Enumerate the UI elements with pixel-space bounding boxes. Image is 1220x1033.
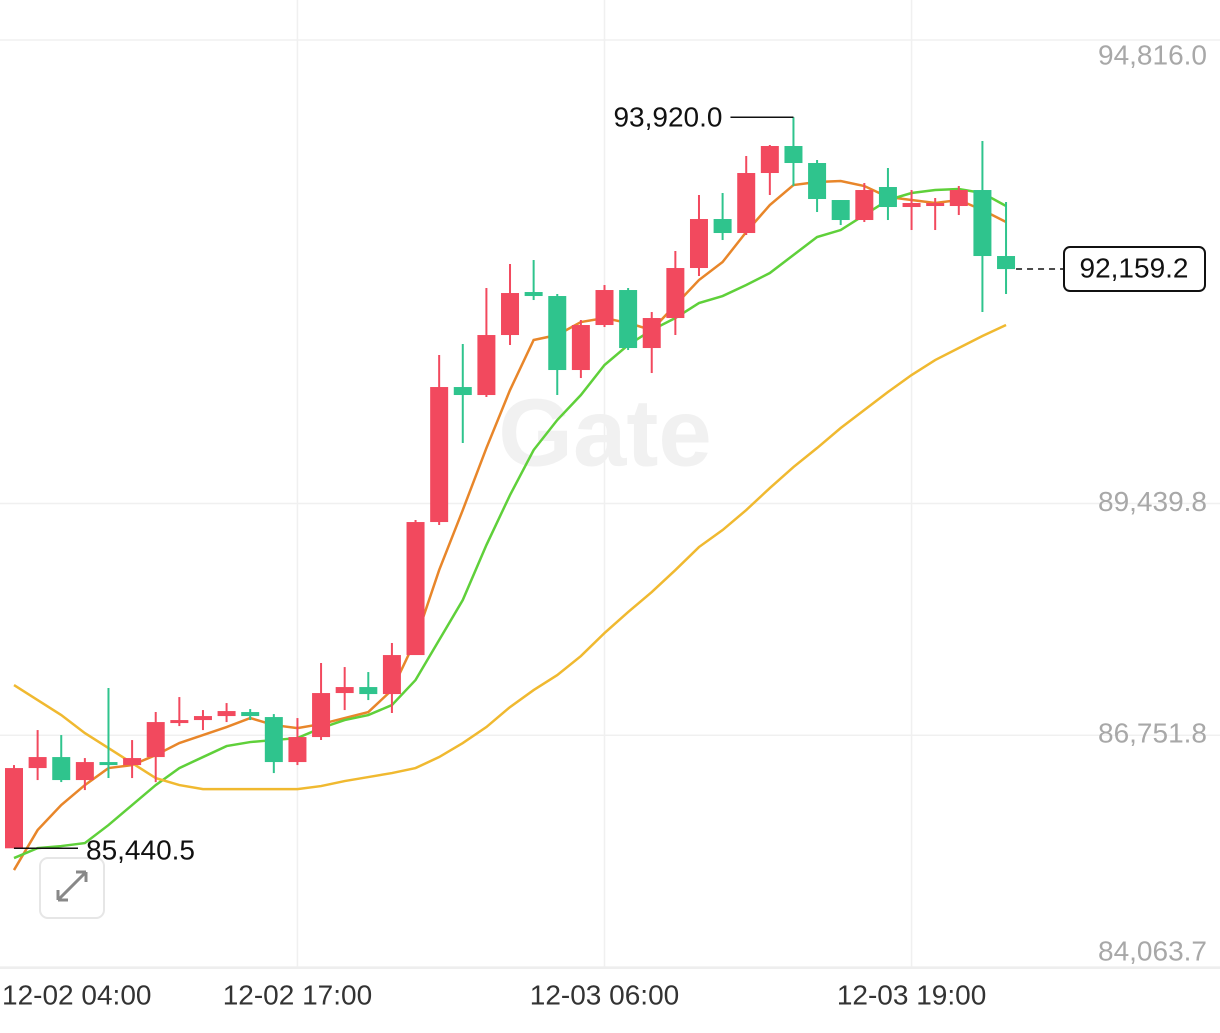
ma-line	[13, 187, 1007, 860]
y-tick-label: 89,439.8	[1098, 486, 1207, 517]
candle-body	[666, 268, 685, 319]
candle-body	[784, 146, 803, 164]
candle-body	[288, 737, 307, 763]
x-tick-label: 12-02 04:00	[2, 979, 151, 1010]
candle-body	[52, 757, 71, 781]
candle-body	[453, 387, 472, 396]
candle-body	[926, 203, 945, 207]
candle-body	[264, 717, 283, 763]
expand-button[interactable]	[39, 857, 105, 919]
candle-body	[760, 146, 779, 174]
candle-body	[335, 687, 354, 694]
candle-body	[382, 655, 401, 695]
candle-body	[430, 387, 449, 523]
candle-body	[902, 203, 921, 208]
candle-body	[28, 757, 47, 769]
candle-body	[973, 190, 992, 257]
annotation-label: 93,920.0	[613, 102, 722, 133]
candle-body	[713, 219, 732, 234]
candle-body	[406, 522, 425, 656]
y-tick-label: 84,063.7	[1098, 935, 1207, 966]
candle-body	[501, 293, 520, 336]
annotation-label: 85,440.5	[86, 835, 195, 866]
last-price-box	[1063, 246, 1206, 293]
y-tick-label: 94,816.0	[1098, 39, 1207, 70]
candle-body	[737, 173, 756, 234]
candle-body	[619, 290, 638, 349]
candle-body	[855, 190, 874, 221]
candle-body	[75, 762, 94, 781]
candle-body	[123, 758, 142, 766]
candle-body	[217, 711, 236, 717]
candle-body	[477, 335, 496, 396]
candle-body	[689, 219, 708, 269]
candle-body	[99, 762, 118, 766]
x-tick-label: 12-02 17:00	[223, 979, 372, 1010]
watermark: Gate	[498, 379, 711, 486]
last-price-label: 92,159.2	[1080, 252, 1189, 283]
candle-body	[831, 200, 850, 221]
x-tick-label: 12-03 19:00	[837, 979, 986, 1010]
candle-body	[241, 712, 260, 717]
candle-body	[878, 187, 897, 208]
candle-body	[571, 325, 590, 371]
candle-body	[5, 768, 23, 849]
candle-body	[595, 290, 614, 326]
expand-icon[interactable]	[56, 870, 88, 902]
candle-body	[642, 318, 661, 349]
ma-line	[13, 323, 1007, 791]
candle-body	[548, 296, 567, 371]
marks	[5, 117, 1016, 871]
candle-body	[170, 720, 189, 724]
y-tick-label: 86,751.8	[1098, 718, 1207, 749]
candle-body	[949, 190, 968, 207]
candle-body	[524, 292, 543, 297]
candle-body	[193, 716, 212, 721]
candle-body	[312, 693, 331, 738]
candle-body	[997, 256, 1016, 270]
candle-body	[146, 722, 165, 758]
ma-line	[12, 179, 1007, 871]
x-tick-label: 12-03 06:00	[530, 979, 679, 1010]
candle-body	[359, 687, 378, 695]
candle-body	[808, 163, 827, 200]
